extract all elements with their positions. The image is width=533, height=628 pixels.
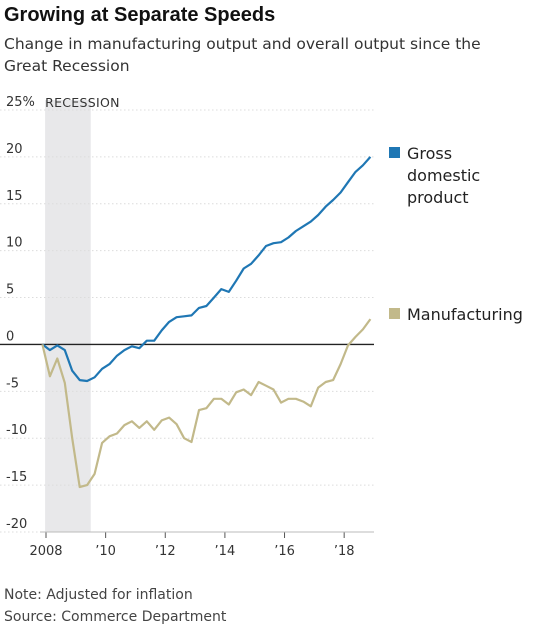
x-tick-label: 2008 xyxy=(29,544,62,559)
x-tick-label: ’12 xyxy=(155,544,176,559)
y-tick-label: -10 xyxy=(6,423,27,438)
x-tick-label: ’16 xyxy=(274,544,295,559)
y-tick-label: 25% xyxy=(6,95,35,110)
chart-subtitle: Change in manufacturing output and overa… xyxy=(4,35,481,75)
gdp-line xyxy=(41,156,372,383)
y-tick-label: 10 xyxy=(6,236,23,251)
y-tick-label: -15 xyxy=(6,470,27,485)
manufacturing-legend-label: Manufacturing xyxy=(407,305,523,324)
y-tick-label: 0 xyxy=(6,329,14,344)
chart-notes: Note: Adjusted for inflation Source: Com… xyxy=(4,584,226,628)
y-tick-label: 20 xyxy=(6,142,23,157)
chart-title: Growing at Separate Speeds xyxy=(4,4,276,26)
gdp-legend-swatch xyxy=(389,147,400,158)
note-text: Note: Adjusted for inflation xyxy=(4,587,193,603)
y-tick-label: -20 xyxy=(6,517,27,532)
gdp-legend-label: domestic xyxy=(407,166,480,185)
y-tick-label: -5 xyxy=(6,376,19,391)
y-tick-label: 15 xyxy=(6,189,23,204)
gridlines xyxy=(0,109,374,538)
series-lines xyxy=(0,156,374,489)
source-text: Source: Commerce Department xyxy=(4,609,227,625)
gdp-legend-label: product xyxy=(407,188,469,207)
x-tick-label: ’14 xyxy=(215,544,236,559)
y-tick-label: 5 xyxy=(6,283,14,298)
manufacturing-line xyxy=(41,318,372,489)
x-tick-label: ’10 xyxy=(95,544,116,559)
recession-layer xyxy=(45,100,91,532)
recession-label: RECESSION xyxy=(45,95,120,110)
recession-band xyxy=(45,100,91,532)
x-tick-label: ’18 xyxy=(334,544,355,559)
legend: Gross domestic product Manufacturing xyxy=(389,144,523,324)
manufacturing-legend-swatch xyxy=(389,308,400,319)
gdp-legend-label: Gross xyxy=(407,144,452,163)
